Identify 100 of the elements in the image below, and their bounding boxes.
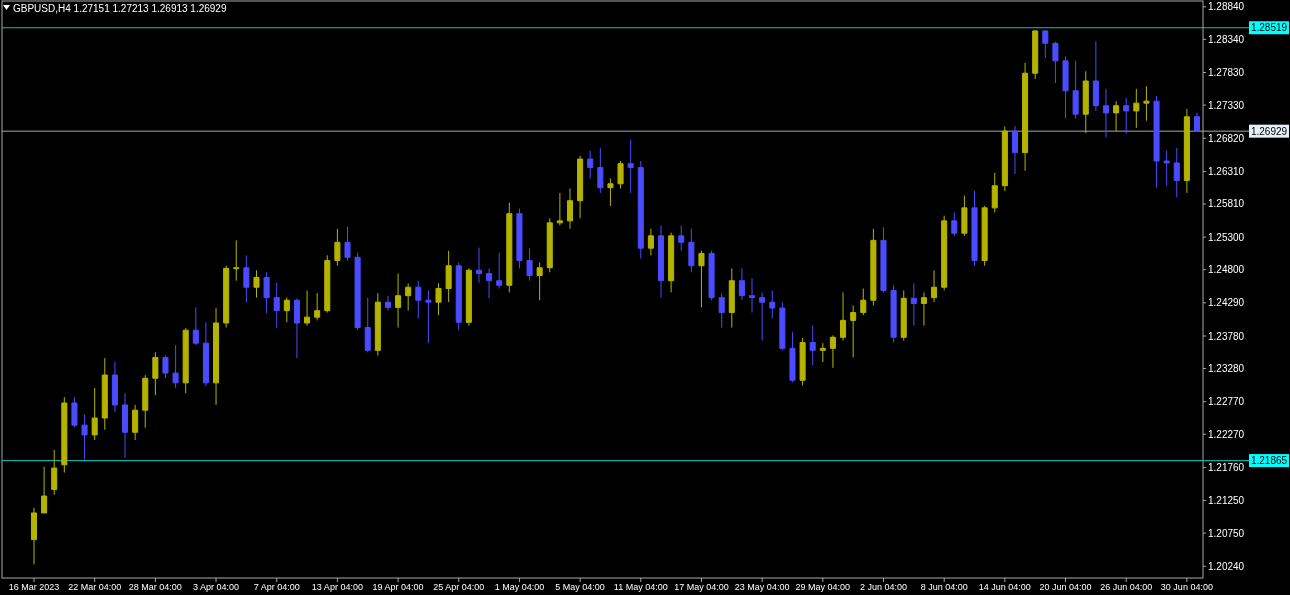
candlestick (1011, 125, 1018, 175)
candlestick (637, 160, 644, 260)
candlestick (910, 282, 917, 327)
y-tick-label: 1.25300 (1208, 231, 1245, 243)
candlestick (293, 297, 300, 359)
candlestick (243, 254, 250, 303)
y-tick-label: 1.27830 (1208, 67, 1245, 79)
candlestick (41, 466, 48, 514)
candlestick (577, 155, 584, 219)
candlestick (1163, 150, 1170, 187)
x-tick-label: 28 Mar 04:00 (128, 582, 182, 592)
candlestick (405, 282, 412, 312)
candlestick (395, 273, 402, 329)
candlestick (1102, 88, 1110, 139)
candlestick (728, 267, 735, 329)
candlestick (81, 414, 88, 461)
candlestick (71, 396, 78, 428)
candlestick (435, 282, 442, 316)
candlestick (860, 288, 867, 316)
candlestick (678, 224, 685, 252)
candlestick (91, 387, 98, 441)
candlestick (668, 232, 675, 293)
candlestick (182, 327, 189, 394)
candlestick (698, 250, 705, 308)
candlestick (1092, 40, 1099, 112)
candlestick (961, 195, 968, 237)
candlestick (546, 217, 553, 273)
candlestick (941, 215, 948, 291)
candlestick (506, 202, 513, 293)
x-tick-label: 30 Jun 04:00 (1160, 582, 1213, 592)
candlestick (1133, 88, 1140, 129)
x-tick-label: 26 Jun 04:00 (1100, 582, 1153, 592)
x-tick-label: 17 May 04:00 (674, 582, 729, 592)
x-tick-label: 3 Apr 04:00 (193, 582, 240, 592)
chart-title: GBPUSD,H4 1.27151 1.27213 1.26913 1.26929 (13, 2, 227, 14)
candlestick (587, 150, 594, 180)
candlestick (900, 289, 907, 342)
candlestick (142, 374, 149, 429)
candlestick (566, 187, 574, 230)
y-tick-label: 1.23780 (1208, 330, 1245, 342)
candlestick (152, 351, 159, 396)
candlestick (971, 190, 978, 267)
candlestick (991, 172, 998, 213)
candlestick (30, 507, 38, 565)
candlestick (1062, 55, 1069, 119)
candlestick (61, 396, 68, 474)
candlestick (314, 292, 321, 321)
candlestick (647, 228, 654, 256)
candlestick (850, 304, 857, 358)
candlestick (749, 277, 756, 314)
candlestick (233, 239, 240, 282)
candlestick (475, 247, 482, 284)
candlestick (556, 192, 563, 226)
candlestick (1143, 85, 1150, 122)
candlestick (708, 250, 715, 301)
candlestick (718, 292, 725, 329)
candlestick (51, 449, 58, 496)
candlestick (526, 247, 533, 282)
candlestick (688, 228, 695, 273)
candlestick (283, 297, 290, 323)
candlestick (617, 160, 624, 189)
y-tick-label: 1.21250 (1208, 495, 1245, 507)
candlestick (779, 301, 786, 351)
candlestick (1072, 60, 1079, 120)
candlestick (132, 404, 139, 441)
candlestick (789, 331, 796, 383)
x-tick-label: 25 Apr 04:00 (433, 582, 485, 592)
candlestick (324, 254, 331, 314)
x-tick-label: 11 May 04:00 (613, 582, 668, 592)
candlestick (1001, 126, 1008, 192)
candlestick (880, 226, 887, 293)
y-tick-label: 1.23280 (1208, 363, 1245, 375)
y-tick-label: 1.20240 (1208, 560, 1245, 572)
candlestick (597, 147, 604, 194)
candlestick (162, 355, 169, 379)
candlestick (354, 252, 361, 331)
y-tick-label: 1.24800 (1208, 264, 1245, 276)
ref-line-label: 1.28519 (1250, 22, 1288, 34)
candlestick (364, 297, 371, 353)
candlestick (111, 361, 118, 413)
candlestick (657, 224, 665, 299)
candlestick (304, 289, 311, 327)
candlestick (809, 325, 816, 366)
candlestick (799, 337, 806, 386)
y-tick-label: 1.26820 (1208, 132, 1245, 144)
x-tick-label: 8 Jun 04:00 (920, 582, 968, 592)
y-tick-label: 1.27330 (1208, 99, 1245, 111)
y-tick-label: 1.24290 (1208, 297, 1245, 309)
candlestick (627, 139, 634, 194)
candlestick (202, 321, 209, 387)
x-tick-label: 7 Apr 04:00 (253, 582, 300, 592)
candlestick (759, 291, 766, 342)
candlestick (334, 228, 341, 267)
candlestick (1113, 100, 1120, 132)
candlestick (1193, 112, 1201, 133)
candlestick (607, 178, 614, 207)
candlestick (213, 307, 220, 406)
y-tick-label: 1.28340 (1208, 33, 1245, 45)
x-tick-label: 13 Apr 04:00 (311, 582, 363, 592)
y-tick-label: 1.22770 (1208, 396, 1245, 408)
